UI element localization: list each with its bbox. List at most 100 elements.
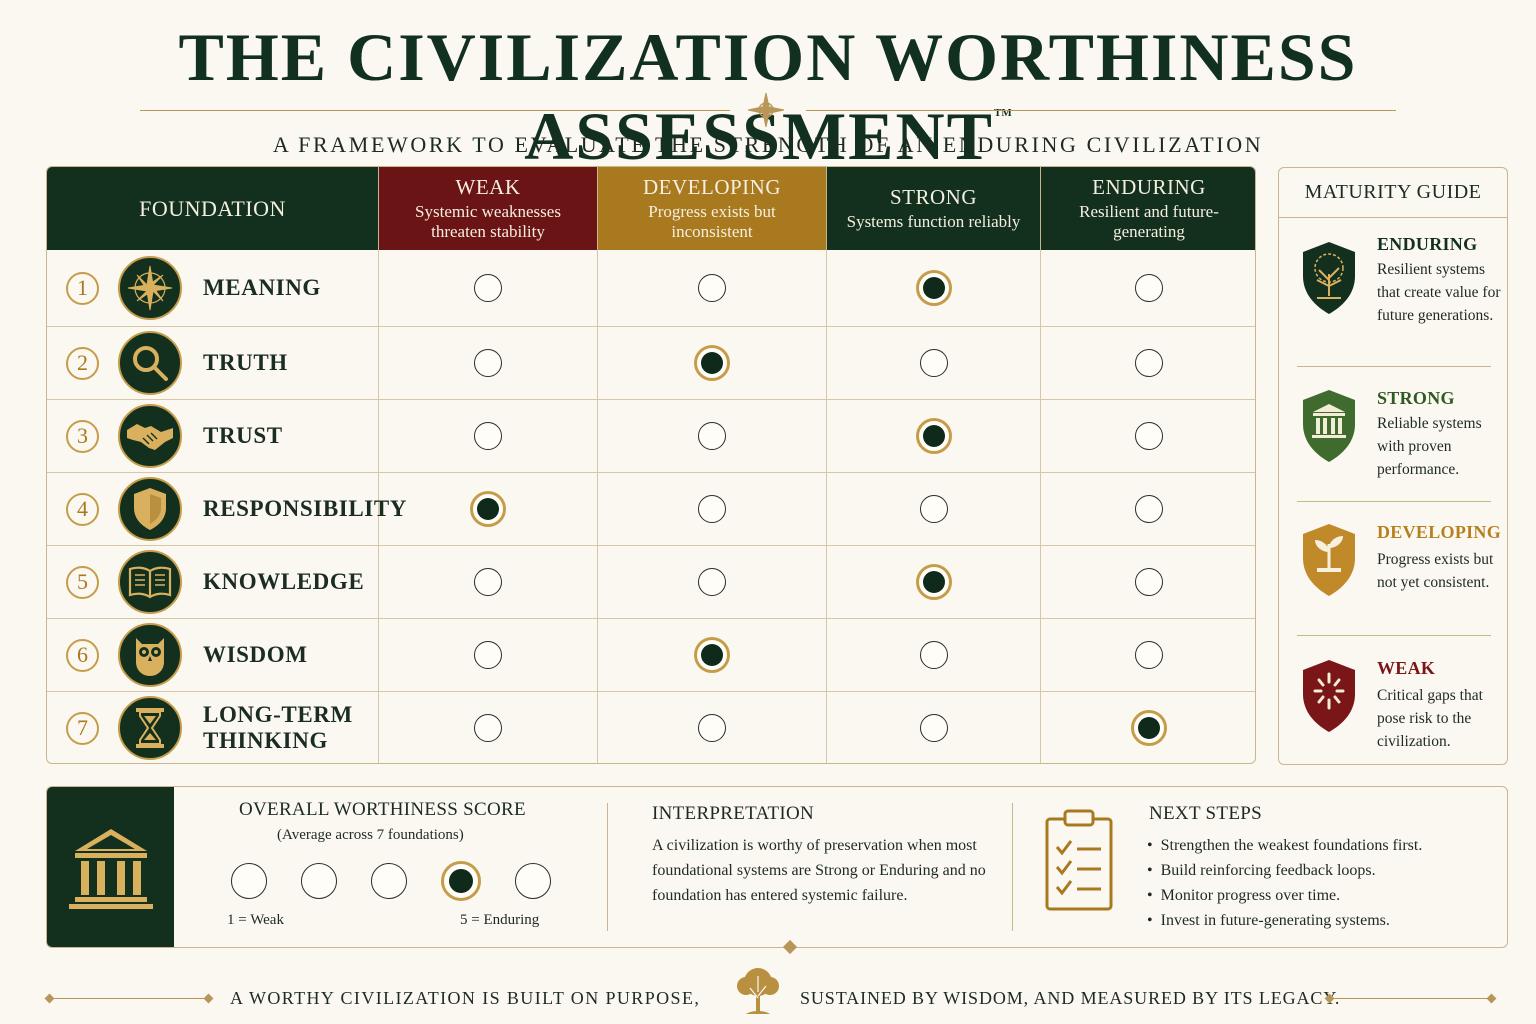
rating-cell-strong [827, 327, 1041, 399]
assessment-table: FOUNDATION WEAK Systemic weaknesses thre… [46, 166, 1256, 764]
rating-radio-selected[interactable] [1131, 710, 1167, 746]
rating-radio-selected[interactable] [915, 270, 952, 306]
list-item: Strengthen the weakest foundations first… [1147, 833, 1423, 858]
table-row-wisdom: 6 WISDOM [47, 618, 1255, 691]
foundation-name: RESPONSIBILITY [203, 496, 407, 521]
rating-radio-selected[interactable] [694, 637, 730, 673]
foundation-column-header: FOUNDATION [47, 167, 379, 250]
foundation-name: MEANING [203, 275, 321, 300]
foundation-cell: 2 TRUTH [47, 327, 379, 399]
table-row-long-term-thinking: 7 LONG-TERM THINKING [47, 691, 1255, 763]
foundation-cell: 3 TRUST [47, 400, 379, 472]
rating-radio[interactable] [474, 422, 502, 450]
section-divider [1012, 803, 1013, 931]
shield-icon [118, 477, 182, 541]
rating-cell-weak [379, 250, 598, 326]
score-radio-1[interactable] [231, 863, 267, 899]
footer-quote-right: SUSTAINED BY WISDOM, AND MEASURED BY ITS… [800, 988, 1341, 1008]
rating-radio[interactable] [1135, 422, 1163, 450]
rating-cell-weak [379, 400, 598, 472]
weak-column-header: WEAK Systemic weaknesses threaten stabil… [379, 167, 598, 250]
rating-cell-enduring [1041, 619, 1255, 691]
footer-quote-left: A WORTHY CIVILIZATION IS BUILT ON PURPOS… [230, 988, 701, 1008]
page-subtitle: A FRAMEWORK TO EVALUATE THE STRENGTH OF … [272, 132, 1264, 157]
rating-radio[interactable] [698, 714, 726, 742]
score-radio-3[interactable] [371, 863, 407, 899]
maturity-guide-panel: MATURITY GUIDE ENDURING Resilient system… [1278, 167, 1508, 765]
rating-radio[interactable] [474, 274, 502, 302]
rating-radio[interactable] [474, 641, 502, 669]
handshake-icon [118, 404, 182, 468]
section-divider [607, 803, 608, 931]
score-radio-2[interactable] [301, 863, 337, 899]
next-steps-title: NEXT STEPS [1149, 803, 1262, 824]
enduring-column-header: ENDURING Resilient and future-generating [1041, 167, 1255, 250]
score-low-label: 1 = Weak [227, 912, 284, 928]
rating-radio[interactable] [698, 568, 726, 596]
maturity-guide-title: MATURITY GUIDE [1279, 168, 1507, 218]
rating-radio[interactable] [919, 714, 948, 742]
guide-item-desc: Progress exists but not yet consistent. [1377, 551, 1494, 591]
rating-cell-strong [827, 619, 1041, 691]
rating-radio-selected[interactable] [694, 345, 730, 381]
score-radio-group [231, 861, 551, 901]
rating-radio[interactable] [474, 714, 502, 742]
sprout-shield-icon [1303, 524, 1355, 596]
rating-cell-strong [827, 473, 1041, 545]
table-row-responsibility: 4 RESPONSIBILITY [47, 472, 1255, 545]
row-number: 7 [66, 711, 99, 745]
enduring-header-desc: Resilient and future-generating [1079, 202, 1219, 241]
guide-item-desc: Resilient systems that create value for … [1377, 261, 1501, 324]
guide-item-desc: Reliable systems with proven performance… [1377, 415, 1482, 478]
score-high-label: 5 = Enduring [460, 912, 540, 928]
table-body: 1 MEANING 2 [47, 250, 1255, 763]
guide-item-name: DEVELOPING [1377, 522, 1502, 542]
enduring-header-name: ENDURING [1092, 175, 1206, 199]
rating-radio[interactable] [1135, 349, 1163, 377]
rating-radio[interactable] [474, 568, 502, 596]
rating-cell-enduring [1041, 546, 1255, 618]
rating-cell-developing [598, 692, 827, 763]
row-number: 4 [66, 492, 99, 526]
rating-radio[interactable] [698, 422, 726, 450]
foundation-cell: 4 RESPONSIBILITY [47, 473, 406, 545]
rating-radio[interactable] [919, 641, 948, 669]
foundation-cell: 7 LONG-TERM THINKING [47, 692, 379, 763]
rating-cell-weak [379, 473, 598, 545]
next-steps-list: Strengthen the weakest foundations first… [1147, 833, 1423, 933]
rating-radio[interactable] [698, 274, 726, 302]
rating-radio[interactable] [1135, 568, 1163, 596]
guide-item-desc: Critical gaps that pose risk to the civi… [1377, 687, 1483, 750]
rating-radio[interactable] [1135, 641, 1163, 669]
rating-cell-strong [827, 400, 1041, 472]
rating-cell-weak [379, 619, 598, 691]
weak-header-name: WEAK [455, 175, 521, 199]
clipboard-checklist-icon [1045, 809, 1113, 911]
footer-rule-left [52, 998, 210, 999]
title-rule-left [140, 110, 730, 111]
magnifier-icon [118, 331, 182, 395]
rating-radio[interactable] [1135, 495, 1163, 523]
rating-cell-enduring [1041, 400, 1255, 472]
footer-dot-left-inner [203, 993, 214, 1004]
rating-radio-selected[interactable] [915, 564, 952, 600]
rating-cell-strong [827, 546, 1041, 618]
footer-dot-right [1486, 993, 1497, 1004]
score-radio-4-selected[interactable] [441, 861, 481, 901]
rating-radio[interactable] [919, 495, 948, 523]
rating-radio-selected[interactable] [470, 491, 506, 527]
rating-cell-developing [598, 473, 827, 545]
rating-cell-enduring [1041, 692, 1255, 763]
tree-icon [737, 968, 779, 1014]
rating-radio[interactable] [1135, 274, 1163, 302]
rating-radio[interactable] [919, 349, 948, 377]
rating-cell-weak [379, 327, 598, 399]
rating-radio[interactable] [698, 495, 726, 523]
table-row-truth: 2 TRUTH [47, 326, 1255, 399]
score-radio-5[interactable] [515, 863, 551, 899]
developing-header-name: DEVELOPING [643, 175, 781, 199]
rating-radio[interactable] [474, 349, 502, 377]
row-number: 5 [66, 565, 99, 599]
rating-radio-selected[interactable] [915, 418, 952, 454]
row-number: 3 [66, 419, 99, 453]
